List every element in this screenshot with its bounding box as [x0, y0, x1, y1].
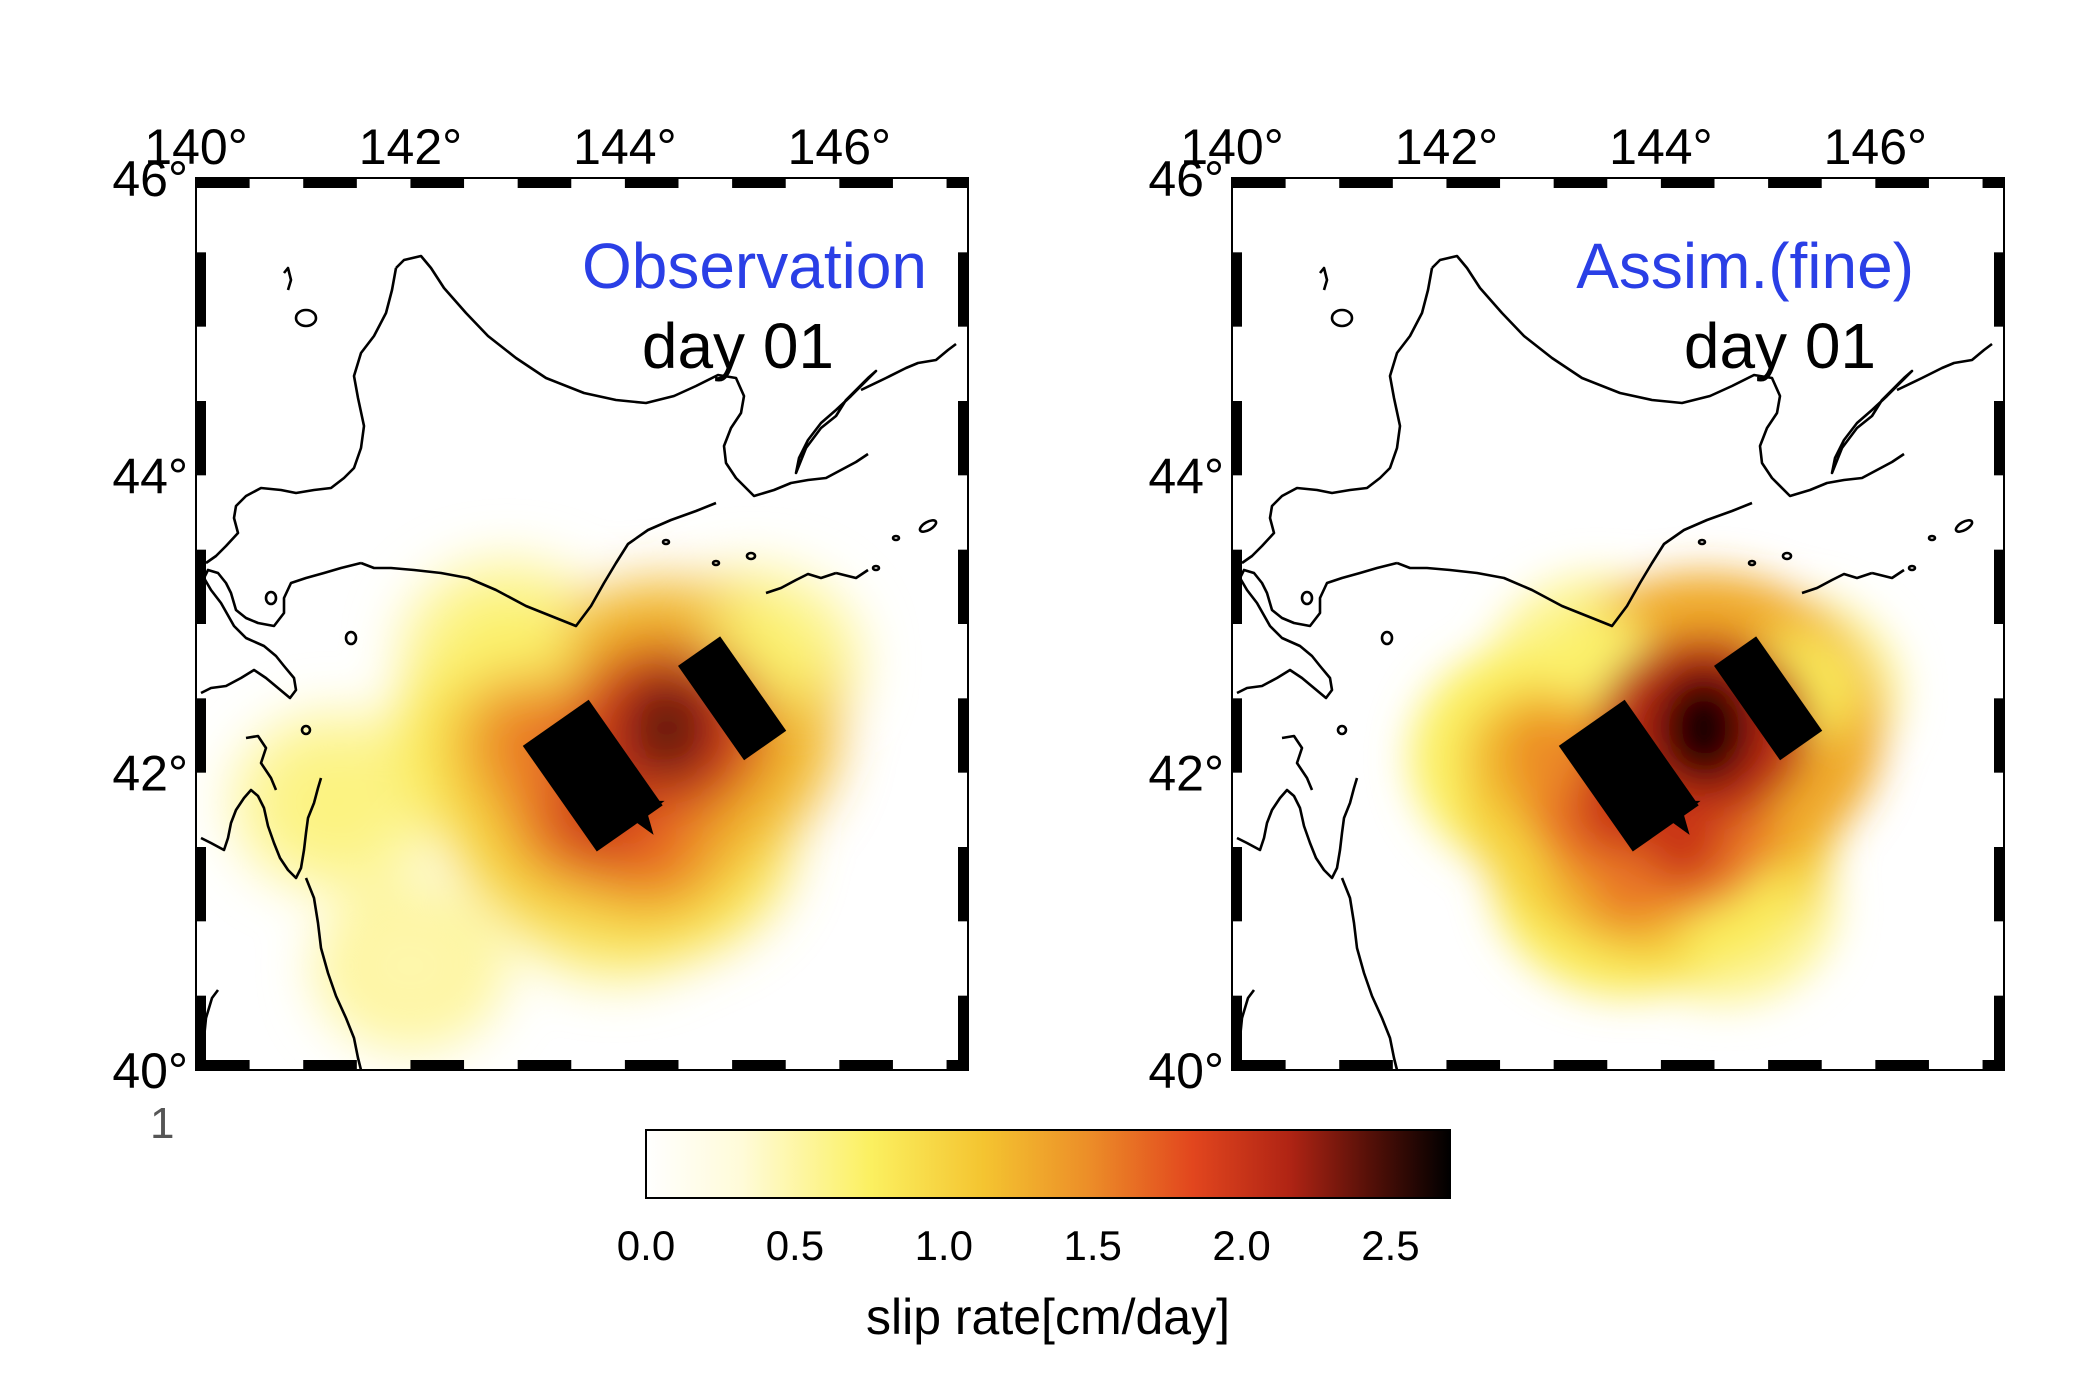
- longitude-tick-labels: 140° 142° 144° 146°: [1180, 119, 1927, 175]
- fault-patch: [677, 636, 787, 761]
- colorbar-gradient: [645, 1129, 1451, 1199]
- latitude-label: 44°: [1148, 448, 1224, 504]
- heat-blob: [1654, 669, 1753, 787]
- stray-label: 1: [150, 1099, 174, 1148]
- latitude-tick-labels: 46° 44° 42° 40°: [112, 151, 188, 1099]
- colorbar-tick-labels: 0.0 0.5 1.0 1.5 2.0 2.5: [617, 1222, 1420, 1269]
- slip-rate-heatmap-observation: [231, 559, 862, 1050]
- map-panel-observation: 140° 142° 144° 146° 46° 44° 42° 40° Observatio…: [112, 119, 969, 1148]
- heat-blob: [354, 916, 467, 1016]
- colorbar: 0.0 0.5 1.0 1.5 2.0 2.5 slip rate[cm/day]: [617, 1129, 1451, 1345]
- colorbar-tick: 1.0: [915, 1222, 973, 1269]
- latitude-label: 44°: [112, 448, 188, 504]
- colorbar-tick: 0.5: [766, 1222, 824, 1269]
- latitude-label: 46°: [1148, 151, 1224, 207]
- longitude-label: 144°: [573, 119, 676, 175]
- colorbar-tick: 2.5: [1361, 1222, 1419, 1269]
- frame-ticks: [196, 178, 968, 1070]
- latitude-label: 40°: [112, 1043, 188, 1099]
- heat-blob: [274, 748, 397, 857]
- colorbar-tick: 1.5: [1063, 1222, 1121, 1269]
- colorbar-label: slip rate[cm/day]: [866, 1289, 1230, 1345]
- latitude-label: 42°: [1148, 746, 1224, 802]
- heat-blob: [620, 672, 715, 784]
- heat-blob: [1506, 714, 1579, 801]
- longitude-tick-labels: 140° 142° 144° 146°: [144, 119, 891, 175]
- frame-ticks: [1232, 178, 2004, 1070]
- panel-title: Observation: [582, 230, 927, 302]
- panel-day-label: day 01: [1684, 310, 1876, 382]
- colorbar-tick: 2.0: [1212, 1222, 1270, 1269]
- longitude-label: 144°: [1609, 119, 1712, 175]
- longitude-label: 146°: [788, 119, 891, 175]
- panel-title: Assim.(fine): [1576, 230, 1914, 302]
- longitude-label: 140°: [144, 119, 247, 175]
- longitude-label: 140°: [1180, 119, 1283, 175]
- map-panel-assim-fine: 140° 142° 144° 146° 46° 44° 42° 40° Assim.(fin…: [1148, 119, 2005, 1099]
- latitude-label: 42°: [112, 746, 188, 802]
- latitude-label: 46°: [112, 151, 188, 207]
- longitude-label: 146°: [1824, 119, 1927, 175]
- panel-day-label: day 01: [642, 310, 834, 382]
- latitude-label: 40°: [1148, 1043, 1224, 1099]
- longitude-label: 142°: [1395, 119, 1498, 175]
- colorbar-tick: 0.0: [617, 1222, 675, 1269]
- fault-patch: [1713, 636, 1823, 761]
- latitude-tick-labels: 46° 44° 42° 40°: [1148, 151, 1224, 1099]
- longitude-label: 142°: [359, 119, 462, 175]
- slip-rate-heatmap-assim-fine: [1409, 572, 1902, 1005]
